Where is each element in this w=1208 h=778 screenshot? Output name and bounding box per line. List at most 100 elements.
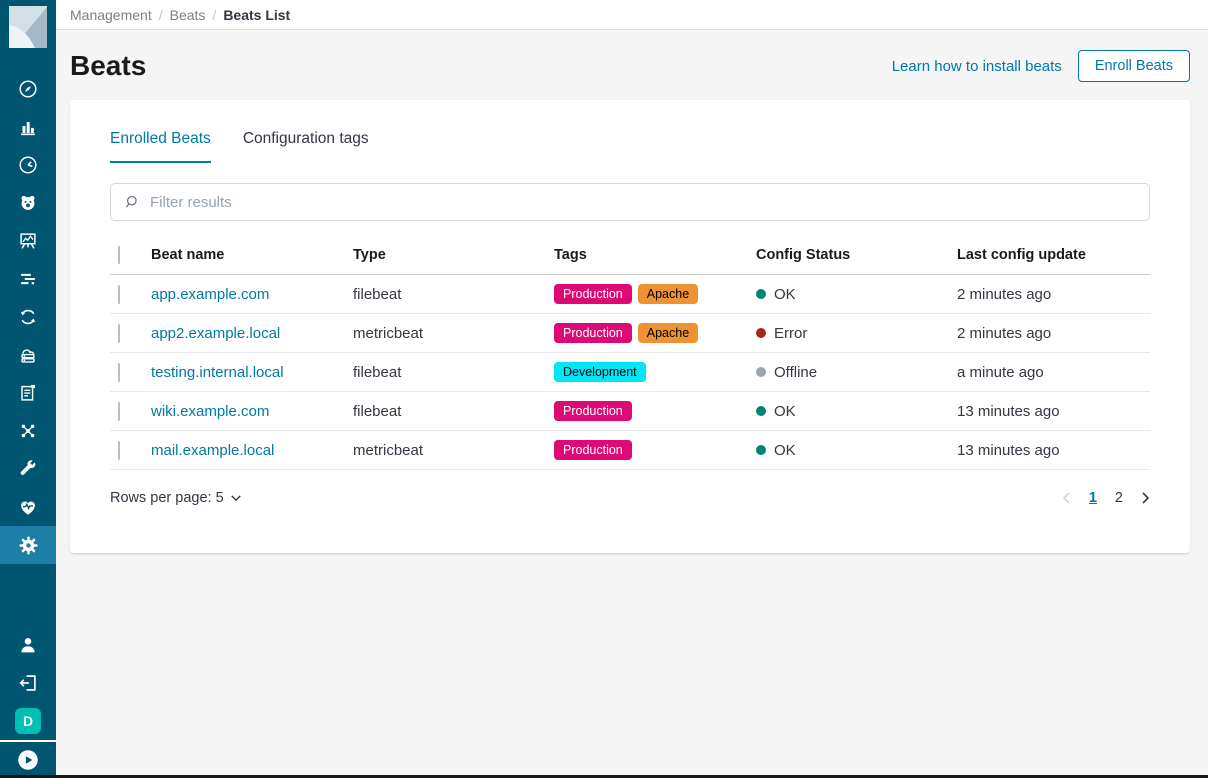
breadcrumb-separator: /	[158, 6, 163, 23]
breadcrumb-beats[interactable]: Beats	[169, 6, 206, 23]
prev-page-button[interactable]	[1062, 491, 1071, 505]
tabs: Enrolled Beats Configuration tags	[110, 130, 1150, 163]
collapse-toggle[interactable]	[0, 742, 56, 778]
sidebar-bottom: D	[0, 626, 56, 778]
breadcrumb-beats-list: Beats List	[223, 6, 291, 23]
main-content: Management / Beats / Beats List Beats Le…	[56, 0, 1208, 778]
gear-icon	[18, 535, 38, 555]
table-row: wiki.example.com filebeat Production OK …	[110, 392, 1150, 431]
beat-type: filebeat	[353, 402, 402, 420]
filter-results-input[interactable]	[150, 193, 1137, 211]
nav-presentation[interactable]	[0, 222, 56, 260]
beats-table: Beat name Type Tags Config Status Last c…	[110, 235, 1150, 470]
nav-infrastructure[interactable]	[0, 336, 56, 374]
beat-name-link[interactable]: app.example.com	[151, 285, 270, 303]
status-label: OK	[774, 285, 796, 303]
filter-search-box[interactable]	[110, 183, 1150, 221]
tag-badge: Production	[554, 401, 632, 421]
nav-reporting[interactable]	[0, 374, 56, 412]
tag-badge: Production	[554, 440, 632, 460]
col-beat-name: Beat name	[151, 246, 225, 263]
nav-canvas[interactable]	[0, 184, 56, 222]
cloud-server-icon	[21, 349, 35, 363]
play-circle-icon	[18, 750, 38, 770]
user-icon	[21, 638, 35, 653]
enroll-beats-button[interactable]: Enroll Beats	[1077, 50, 1190, 82]
sidebar-nav	[0, 70, 56, 564]
beat-name-link[interactable]: mail.example.local	[151, 441, 275, 459]
rows-per-page-selector[interactable]: Rows per page: 5	[110, 490, 242, 506]
bar-chart-icon	[21, 121, 35, 136]
last-update: 13 minutes ago	[957, 402, 1060, 420]
last-update: 2 minutes ago	[957, 285, 1052, 303]
nav-apm[interactable]	[0, 298, 56, 336]
beat-name-link[interactable]: wiki.example.com	[151, 402, 270, 420]
tag-badge: Development	[554, 362, 646, 382]
col-tags: Tags	[554, 246, 587, 263]
page-number-2[interactable]: 2	[1114, 490, 1123, 506]
nav-management[interactable]	[0, 526, 56, 564]
table-row: app2.example.local metricbeat Production…	[110, 314, 1150, 353]
table-row: testing.internal.local filebeat Developm…	[110, 353, 1150, 392]
tag-badge: Production	[554, 323, 632, 343]
breadcrumb-management[interactable]: Management	[70, 6, 152, 23]
heartbeat-icon	[21, 501, 35, 515]
nav-logs[interactable]	[0, 260, 56, 298]
rows-per-page-label: Rows per page: 5	[110, 490, 224, 506]
nav-discover[interactable]	[0, 70, 56, 108]
status-dot	[756, 328, 766, 338]
breadcrumb: Management / Beats / Beats List	[56, 0, 1208, 30]
row-checkbox[interactable]	[118, 401, 120, 421]
beat-type: metricbeat	[353, 324, 424, 342]
table-row: app.example.com filebeat Production Apac…	[110, 275, 1150, 314]
next-page-button[interactable]	[1141, 491, 1150, 505]
tab-configuration-tags[interactable]: Configuration tags	[242, 130, 369, 147]
table-row: mail.example.local metricbeat Production…	[110, 431, 1150, 470]
page-header: Beats Learn how to install beats Enroll …	[56, 30, 1208, 82]
user-menu[interactable]	[0, 626, 56, 664]
easel-chart-icon	[20, 233, 36, 249]
nav-dashboard[interactable]	[0, 146, 56, 184]
table-header-row: Beat name Type Tags Config Status Last c…	[110, 235, 1150, 275]
beat-name-link[interactable]: app2.example.local	[151, 324, 281, 342]
sidebar: D	[0, 0, 56, 778]
col-type: Type	[353, 246, 386, 263]
space-badge: D	[15, 708, 41, 734]
wrench-icon	[20, 460, 36, 475]
row-checkbox[interactable]	[118, 440, 120, 460]
kibana-logo-icon	[9, 6, 47, 48]
chevron-down-icon	[230, 495, 241, 502]
row-checkbox[interactable]	[118, 362, 120, 382]
status-label: OK	[774, 402, 796, 420]
col-config-status: Config Status	[756, 246, 851, 263]
row-checkbox[interactable]	[118, 284, 120, 304]
nav-monitoring[interactable]	[0, 488, 56, 526]
bear-icon	[21, 195, 35, 210]
kibana-logo[interactable]	[9, 6, 47, 48]
pagination-bar: Rows per page: 5 1 2	[110, 470, 1150, 526]
install-beats-link[interactable]: Learn how to install beats	[891, 57, 1062, 75]
status-dot	[756, 367, 766, 377]
logout[interactable]	[0, 664, 56, 702]
tab-enrolled-beats[interactable]: Enrolled Beats	[110, 130, 211, 163]
chevron-right-icon	[1142, 492, 1150, 504]
beats-panel: Enrolled Beats Configuration tags Beat n…	[70, 100, 1190, 553]
beat-type: metricbeat	[353, 441, 424, 459]
status-label: OK	[774, 441, 796, 459]
nav-visualize[interactable]	[0, 108, 56, 146]
nav-graph[interactable]	[0, 412, 56, 450]
sidebar-divider	[0, 740, 56, 742]
search-icon	[126, 195, 137, 207]
col-last-config-update: Last config update	[957, 246, 1086, 263]
nav-dev-tools[interactable]	[0, 450, 56, 488]
space-switcher[interactable]: D	[0, 702, 56, 740]
row-checkbox[interactable]	[118, 323, 120, 343]
beat-name-link[interactable]: testing.internal.local	[151, 363, 284, 381]
last-update: 13 minutes ago	[957, 441, 1060, 459]
tag-badge: Apache	[637, 284, 699, 304]
document-scroll-icon	[21, 384, 35, 401]
beat-type: filebeat	[353, 285, 402, 303]
node-graph-icon	[21, 424, 35, 438]
select-all-checkbox[interactable]	[118, 245, 120, 264]
page-number-1[interactable]: 1	[1088, 490, 1097, 506]
